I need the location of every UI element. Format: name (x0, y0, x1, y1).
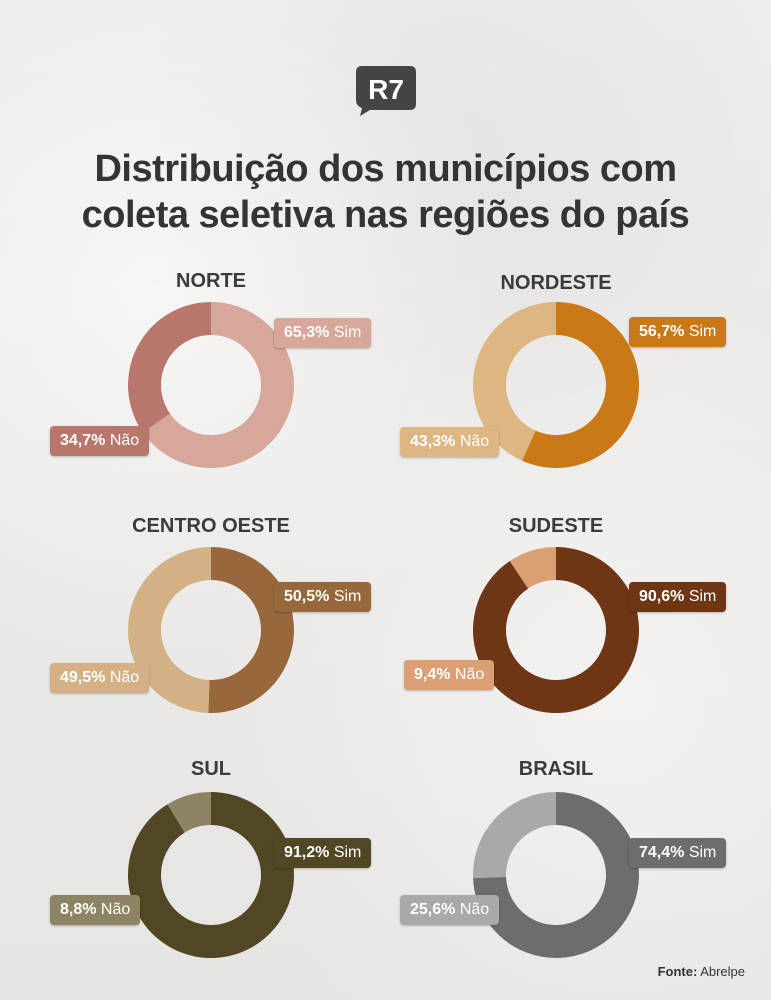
r7-logo: R7 (356, 66, 416, 116)
chart-title: SUL (191, 758, 231, 780)
chart-title: NORTE (176, 270, 246, 292)
slice-sim (208, 547, 294, 713)
label-value: 34,7% (60, 432, 106, 449)
label-value: 56,7% (639, 323, 685, 340)
label-value: 49,5% (60, 669, 106, 686)
slice-sim (142, 302, 294, 468)
label-sim: 91,2% Sim (274, 838, 372, 868)
slice-nao (473, 792, 556, 879)
label-category: Sim (329, 324, 362, 341)
slice-sim (473, 547, 639, 713)
chart-norte: NORTE 65,3% Sim 34,7% Não (26, 270, 411, 510)
donut (128, 792, 294, 958)
label-category: Não (105, 432, 140, 449)
donut (473, 302, 639, 468)
label-nao: 43,3% Não (400, 427, 500, 457)
label-sim: 74,4% Sim (629, 838, 727, 868)
label-category: Sim (684, 323, 717, 340)
donut (473, 792, 639, 958)
label-nao: 49,5% Não (50, 663, 150, 693)
label-sim: 90,6% Sim (629, 582, 727, 612)
chart-brasil: BRASIL 74,4% Sim 25,6% Não (386, 758, 771, 998)
source-label: Fonte: (657, 964, 698, 979)
title-line-1: Distribuição dos municípios com (94, 148, 677, 190)
slice-nao (167, 792, 211, 833)
label-sim: 50,5% Sim (274, 582, 372, 612)
label-sim: 56,7% Sim (629, 317, 727, 347)
chart-sul: SUL 91,2% Sim 8,8% Não (26, 758, 411, 998)
label-category: Não (455, 433, 490, 450)
slice-sim (128, 792, 294, 958)
chart-title: CENTRO OESTE (132, 515, 290, 537)
donut (127, 302, 294, 468)
label-category: Sim (684, 588, 717, 605)
label-value: 43,3% (410, 433, 456, 450)
label-value: 50,5% (284, 588, 330, 605)
label-nao: 8,8% Não (50, 895, 141, 925)
chart-title: SUDESTE (508, 515, 604, 537)
label-nao: 25,6% Não (400, 895, 500, 925)
label-category: Não (105, 669, 140, 686)
label-category: Não (455, 901, 490, 918)
slice-sim (473, 792, 639, 958)
slice-nao (509, 547, 556, 589)
chart-centro-oeste: CENTRO OESTE 50,5% Sim 49,5% Não (26, 515, 411, 755)
chart-nordeste: NORDESTE 56,7% Sim 43,3% Não (386, 270, 771, 510)
logo-text: R7 (368, 74, 404, 105)
source-value: Abrelpe (700, 964, 745, 979)
label-nao: 34,7% Não (50, 426, 150, 456)
label-value: 25,6% (410, 901, 456, 918)
label-nao: 9,4% Não (404, 660, 495, 690)
donut (473, 547, 639, 713)
label-category: Sim (684, 844, 717, 861)
chart-title: NORDESTE (500, 272, 612, 294)
title-line-2: coleta seletiva nas regiões do país (81, 194, 690, 236)
label-value: 8,8% (60, 901, 97, 918)
label-value: 91,2% (284, 844, 330, 861)
slice-sim (522, 302, 639, 468)
source-note: Fonte: Abrelpe (658, 964, 745, 979)
slice-nao (473, 302, 556, 461)
label-category: Sim (329, 844, 362, 861)
donut (127, 547, 294, 713)
label-category: Sim (329, 588, 362, 605)
chart-title: BRASIL (518, 758, 594, 780)
label-sim: 65,3% Sim (274, 318, 372, 348)
label-category: Não (96, 901, 131, 918)
label-value: 90,6% (639, 588, 685, 605)
label-value: 9,4% (414, 666, 451, 683)
label-category: Não (450, 666, 485, 683)
slice-nao (127, 302, 211, 433)
label-value: 65,3% (284, 324, 330, 341)
page-title: Distribuição dos municípios com coleta s… (0, 146, 771, 238)
chart-sudeste: SUDESTE 90,6% Sim 9,4% Não (386, 515, 771, 755)
label-value: 74,4% (639, 844, 685, 861)
